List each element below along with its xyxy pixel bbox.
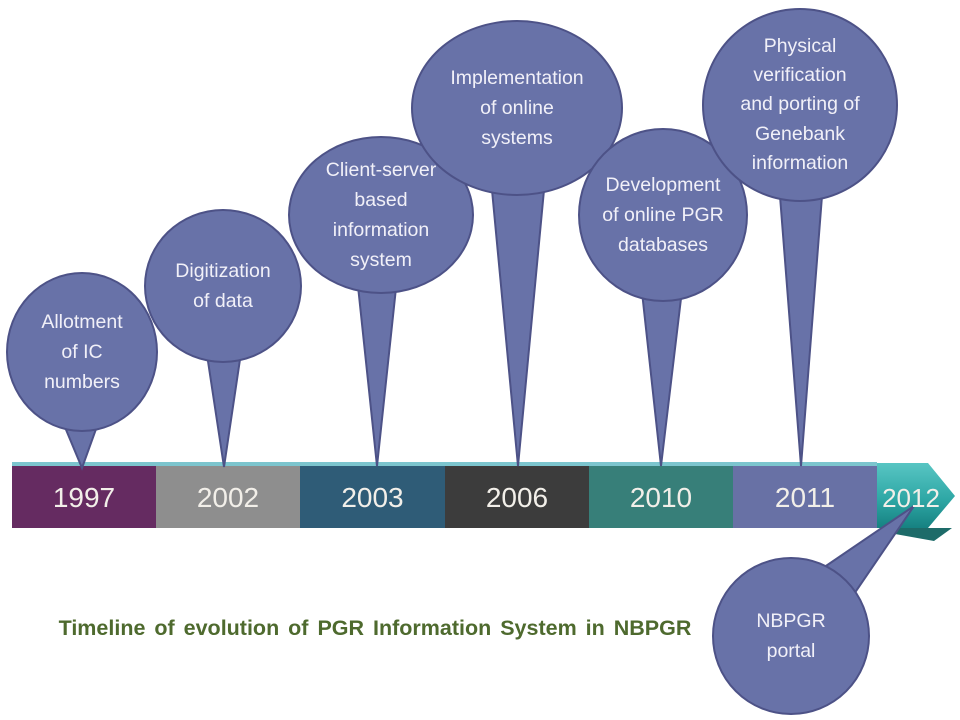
balloon-text-line: based [354,188,408,211]
year-label-2010: 2010 [629,482,693,513]
balloon-text-line: Client-server [325,158,437,181]
segment-2012-arrow [877,463,955,528]
balloon-physical-verification-genebank: Physical verification and porting of Gen… [702,8,898,202]
segment-1997 [12,466,156,528]
balloon-text-line: numbers [44,371,120,394]
balloon-text-line: information [332,219,430,241]
balloon-text-line: databases [618,234,708,257]
balloon-text-line: systems [481,127,553,150]
year-label-2011: 2011 [774,482,836,513]
balloon-text-line: NBPGR [756,609,826,632]
segment-2002 [156,466,300,528]
segment-2010 [589,466,733,528]
balloon-text-line: portal [766,640,816,662]
balloon-text-line: Physical [763,34,837,57]
tail-2011 [778,195,824,467]
tail-2010 [640,288,684,467]
slide-caption: Timeline of evolution of PGR Information… [58,616,692,640]
balloon-nbpgr-portal: NBPGR portal [712,557,870,715]
year-label-2006: 2006 [485,482,549,513]
balloon-text-line: Genebank [755,122,845,145]
balloon-text-line: Allotment [41,310,123,333]
segment-2003 [300,466,445,528]
balloon-text-line: information [751,151,849,174]
balloon-text-line: of IC [61,340,103,363]
year-label-1997: 1997 [52,482,116,513]
balloon-development-pgr-databases: Development of online PGR databases [578,128,748,302]
tail-2002 [204,344,244,468]
balloon-text-line: Development [605,173,721,196]
balloon-text-line: of online PGR [602,203,724,226]
year-label-2002: 2002 [196,482,260,513]
year-label-2012: 2012 [882,483,940,513]
balloon-text-line: of data [193,290,253,312]
balloon-text-line: Digitization [175,259,271,282]
bar-top-line [12,462,877,466]
balloon-text-line: of online [480,96,554,119]
segment-2011 [733,466,877,528]
balloon-text-line: and porting of [740,93,860,116]
balloon-text-line: Implementation [450,66,584,89]
segment-2006 [445,466,589,528]
balloon-implementation-online-systems: Implementation of online systems [411,20,623,196]
year-label-2003: 2003 [341,482,404,513]
balloon-text-line: system [350,249,412,272]
balloon-text-line: verification [753,64,847,87]
balloon-allotment-ic-numbers: Allotment of IC numbers [6,272,158,432]
tail-2003 [356,284,398,467]
tail-2006 [490,189,546,467]
balloon-digitization-of-data: Digitization of data [144,209,302,363]
arrow-bevel [895,528,952,541]
